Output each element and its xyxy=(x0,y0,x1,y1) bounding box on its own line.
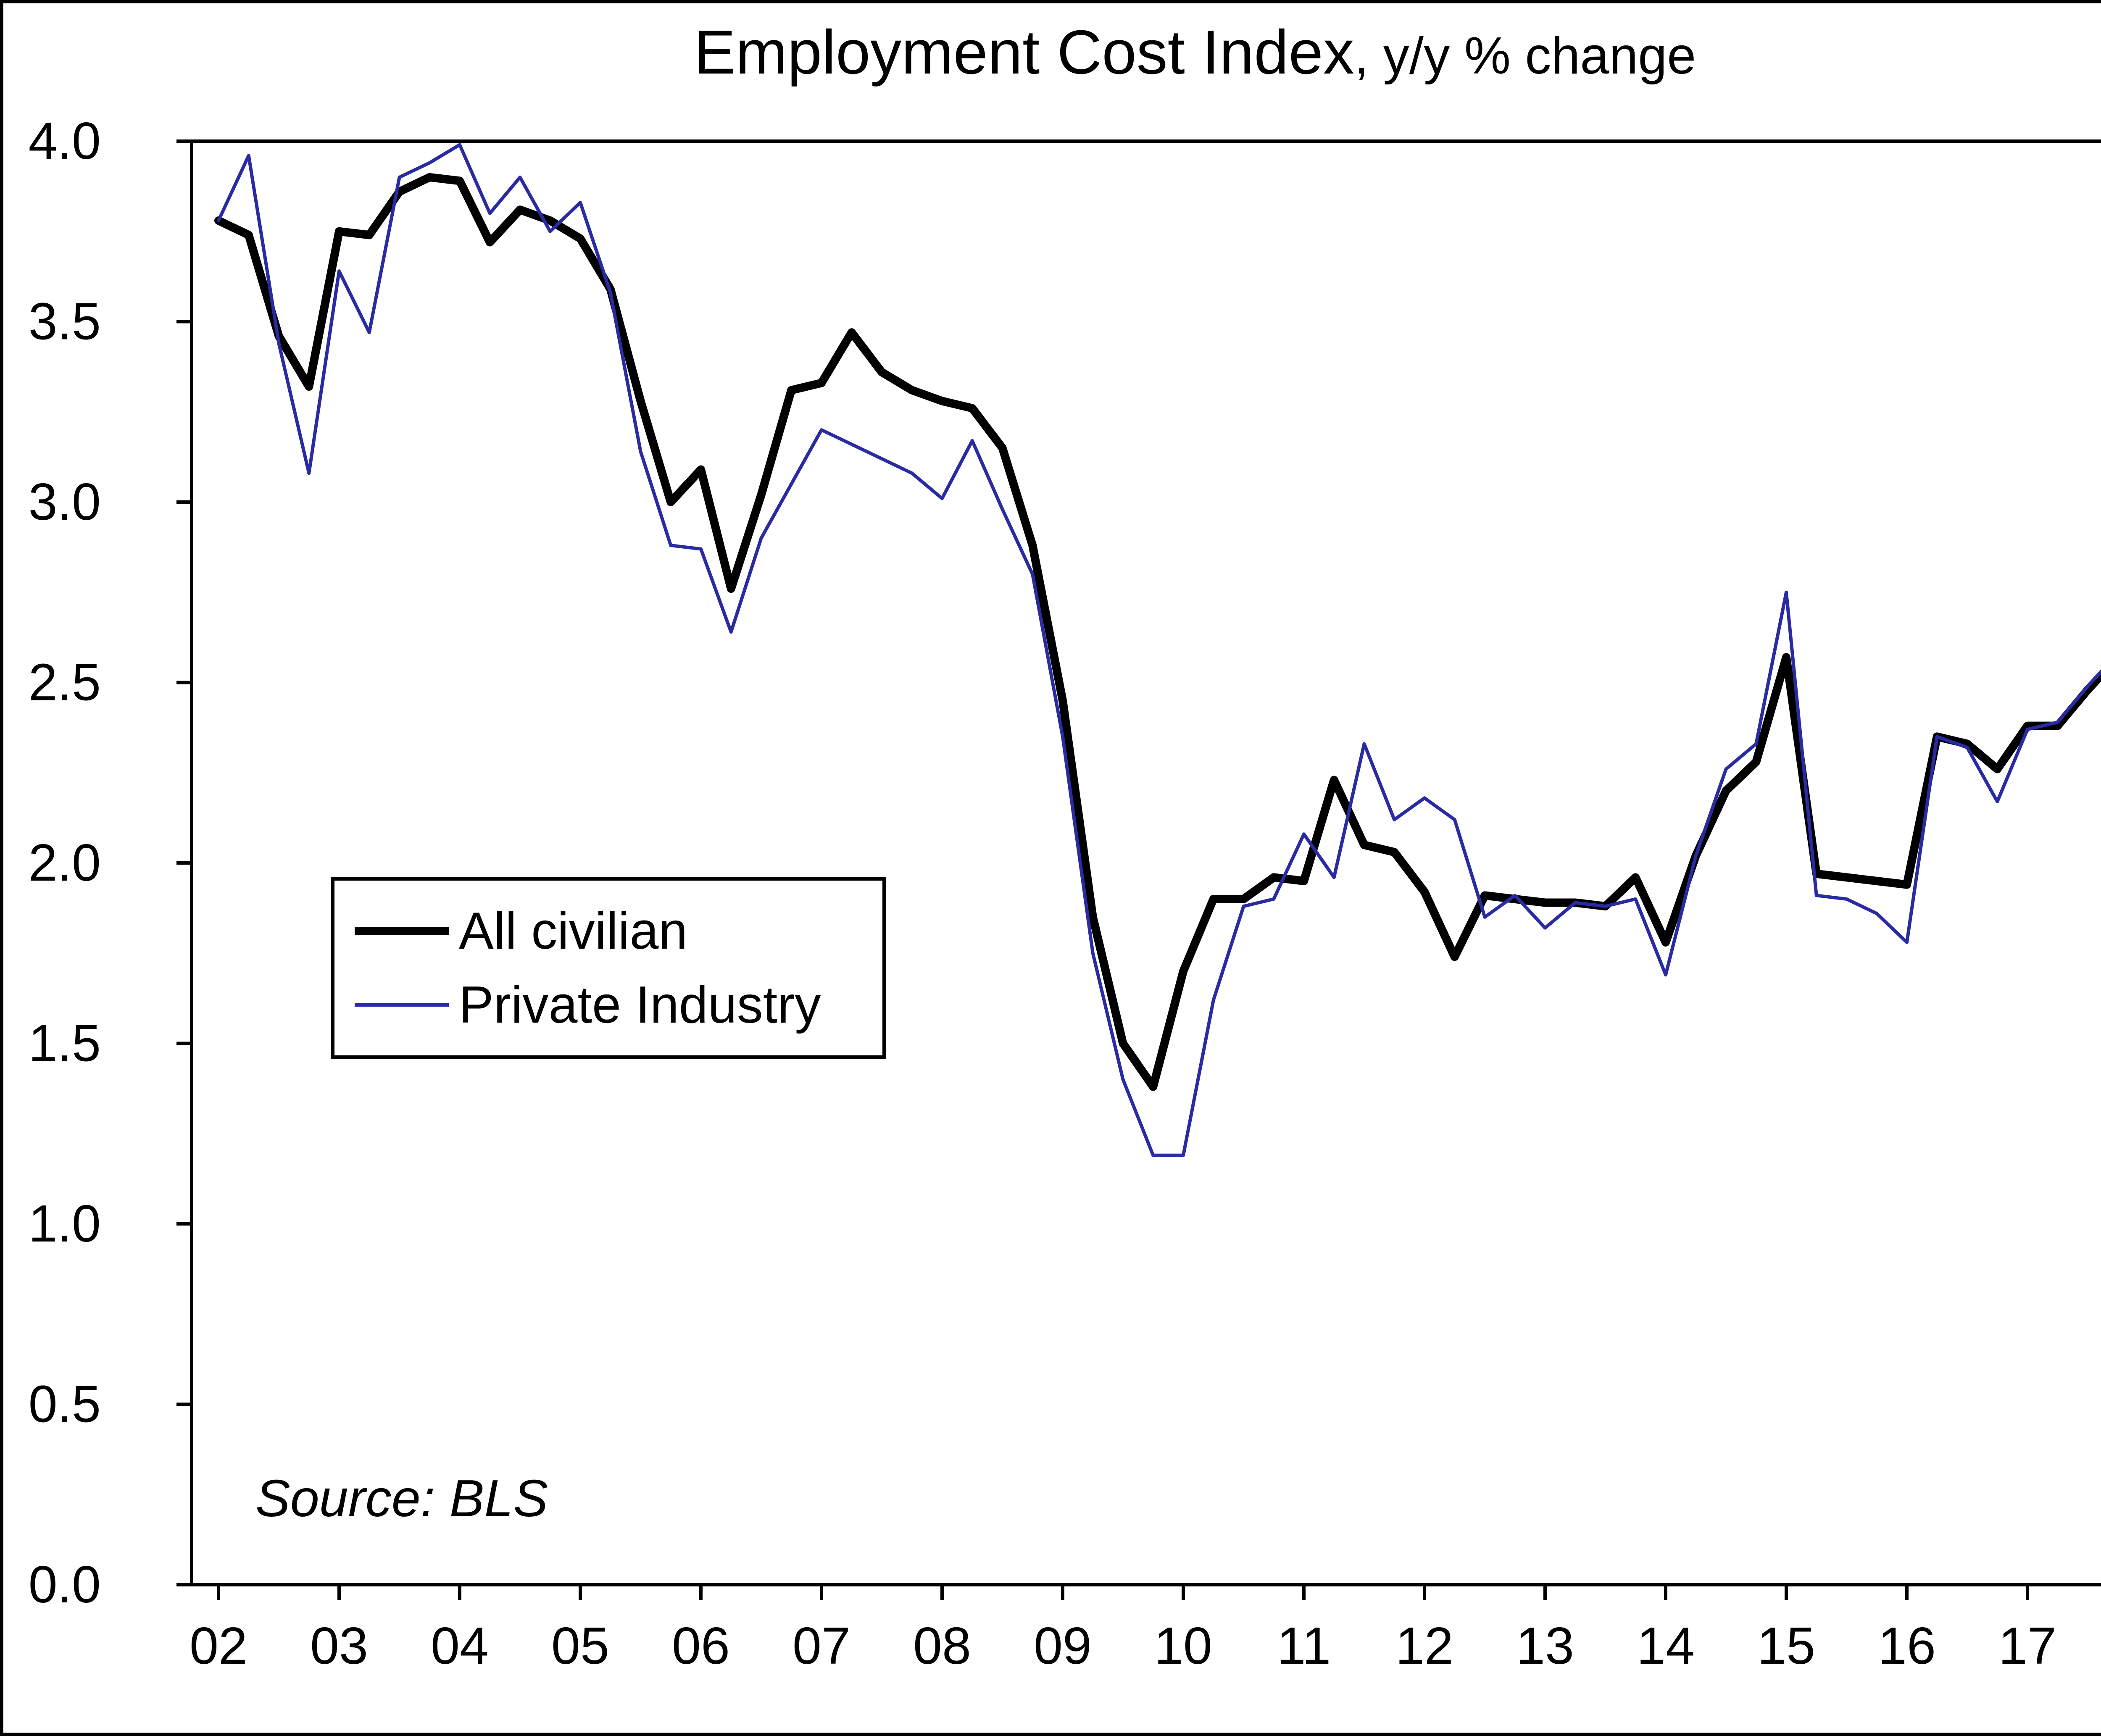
y-tick-label-left: 1.5 xyxy=(29,1015,101,1073)
series-line-private-industry xyxy=(217,143,2101,1157)
x-tick-label: 10 xyxy=(1154,1617,1212,1675)
x-tick-label: 06 xyxy=(672,1617,730,1675)
chart-title-suffix: , y/y % change xyxy=(1354,27,1696,85)
y-tick-label-left: 3.5 xyxy=(29,293,101,351)
legend-item-private-industry: Private Industry xyxy=(355,968,862,1042)
x-tick-label: 08 xyxy=(913,1617,971,1675)
legend: All civilian Private Industry xyxy=(331,877,886,1059)
x-tick-label: 02 xyxy=(190,1617,247,1675)
x-tick-label: 05 xyxy=(551,1617,609,1675)
plot-area: 0.00.00.50.51.01.01.51.52.02.02.52.53.03… xyxy=(29,112,2101,1675)
legend-line-sample-all-civilian xyxy=(355,927,449,935)
chart-title: Employment Cost Index, y/y % change xyxy=(3,17,2101,88)
x-tick-label: 14 xyxy=(1637,1617,1695,1675)
y-tick-label-left: 2.0 xyxy=(29,834,101,892)
source-note: Source: BLS xyxy=(255,1470,548,1528)
y-tick-label-left: 1.0 xyxy=(29,1195,101,1253)
legend-item-all-civilian: All civilian xyxy=(355,894,862,968)
y-tick-label-left: 0.0 xyxy=(29,1556,101,1614)
x-tick-label: 04 xyxy=(431,1617,489,1675)
y-tick-label-left: 2.5 xyxy=(29,654,101,712)
x-tick-label: 17 xyxy=(1998,1617,2056,1675)
y-tick-label-left: 0.5 xyxy=(29,1376,101,1434)
x-tick-label: 03 xyxy=(310,1617,368,1675)
x-tick-label: 09 xyxy=(1034,1617,1092,1675)
y-tick-label-left: 3.0 xyxy=(29,473,101,531)
y-tick-label-left: 4.0 xyxy=(29,112,101,170)
x-tick-label: 07 xyxy=(792,1617,850,1675)
legend-label-all-civilian: All civilian xyxy=(459,902,688,960)
x-tick-label: 11 xyxy=(1277,1617,1331,1675)
legend-line-sample-private-industry xyxy=(355,1003,449,1007)
x-tick-label: 16 xyxy=(1878,1617,1936,1675)
x-tick-label: 15 xyxy=(1757,1617,1815,1675)
series-line-all-civilian xyxy=(214,173,2101,1091)
x-tick-label: 12 xyxy=(1395,1617,1453,1675)
chart-title-main: Employment Cost Index xyxy=(694,18,1354,87)
legend-label-private-industry: Private Industry xyxy=(459,976,821,1034)
x-tick-label: 13 xyxy=(1516,1617,1574,1675)
